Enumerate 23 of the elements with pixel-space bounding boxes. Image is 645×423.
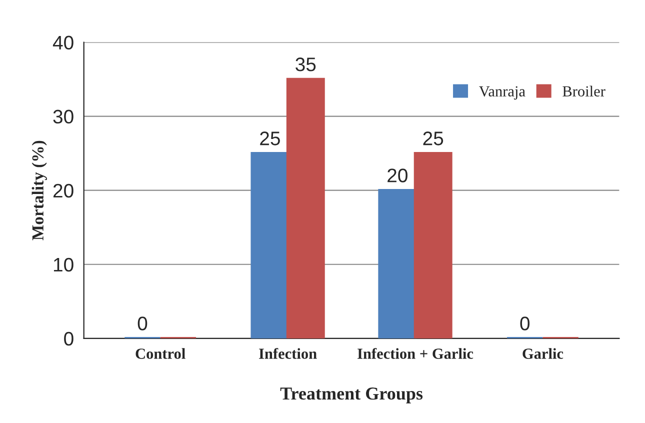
x-tick-label: Infection + Garlic — [358, 348, 474, 359]
data-label: 25 — [260, 132, 280, 146]
bar — [378, 188, 417, 338]
data-label: 25 — [423, 132, 444, 146]
bar — [250, 152, 290, 338]
y-tick-label: 40 — [52, 36, 74, 50]
x-tick-label: Infection — [259, 348, 317, 359]
y-tick-label: 10 — [54, 258, 74, 272]
data-label: 20 — [388, 168, 408, 182]
data-label: 0 — [138, 316, 148, 330]
legend-label: Vanraja — [479, 86, 526, 100]
data-label: 0 — [520, 316, 530, 330]
x-axis-title: Treatment Groups — [280, 388, 423, 404]
x-tick-label: Control — [136, 348, 186, 359]
bar — [414, 152, 452, 338]
x-tick-label: Garlic — [522, 348, 564, 359]
data-label: 35 — [296, 58, 316, 72]
y-tick-label: 0 — [64, 332, 74, 346]
y-tick-label: 30 — [53, 110, 74, 124]
bar — [286, 78, 325, 338]
y-tick-label: 20 — [53, 184, 74, 198]
legend-label: Broiler — [562, 86, 606, 97]
y-axis-title: Mortality (%) — [32, 140, 47, 240]
